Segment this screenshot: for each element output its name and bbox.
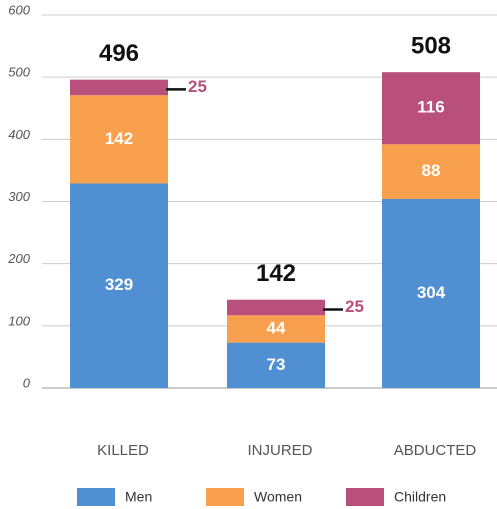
legend-label: Women [254, 489, 302, 505]
legend-swatch [346, 488, 384, 506]
legend-label: Men [125, 489, 152, 505]
data-label: 25 [188, 77, 207, 96]
y-tick-label: 500 [8, 65, 30, 80]
bar-segment [382, 144, 480, 200]
data-label: 73 [267, 355, 286, 374]
bar-segment [382, 199, 480, 388]
bar-segment [70, 79, 168, 96]
y-tick-label: 400 [8, 127, 30, 142]
total-label: 508 [411, 33, 451, 60]
y-tick-label: 100 [8, 313, 30, 328]
bar-segment [227, 315, 325, 343]
data-label: 142 [105, 129, 133, 148]
y-tick-label: 600 [8, 2, 30, 17]
data-label: 25 [345, 297, 364, 316]
bar-segment [382, 72, 480, 145]
bar-segment [70, 183, 168, 388]
bar-segment [70, 95, 168, 184]
legend-swatch [206, 488, 244, 506]
x-tick-label: ABDUCTED [394, 442, 477, 459]
total-label: 496 [99, 40, 139, 67]
data-label: 116 [417, 98, 444, 117]
total-label: 142 [256, 260, 296, 287]
bar-segment [227, 342, 325, 388]
data-label: 44 [267, 318, 286, 337]
y-tick-label: 200 [7, 251, 30, 266]
x-tick-label: INJURED [247, 442, 312, 459]
data-label: 88 [422, 161, 441, 180]
x-tick-label: KILLED [97, 442, 149, 459]
legend-swatch [77, 488, 115, 506]
bar-segment [227, 299, 325, 316]
y-tick-label: 0 [23, 375, 31, 390]
legend-label: Children [394, 489, 446, 505]
data-label: 329 [105, 275, 133, 294]
data-label: 304 [417, 283, 446, 302]
y-tick-label: 300 [8, 189, 30, 204]
